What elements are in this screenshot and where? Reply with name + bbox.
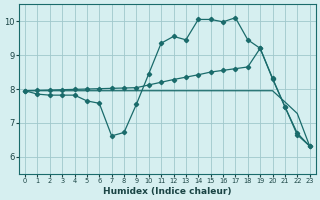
X-axis label: Humidex (Indice chaleur): Humidex (Indice chaleur) <box>103 187 232 196</box>
